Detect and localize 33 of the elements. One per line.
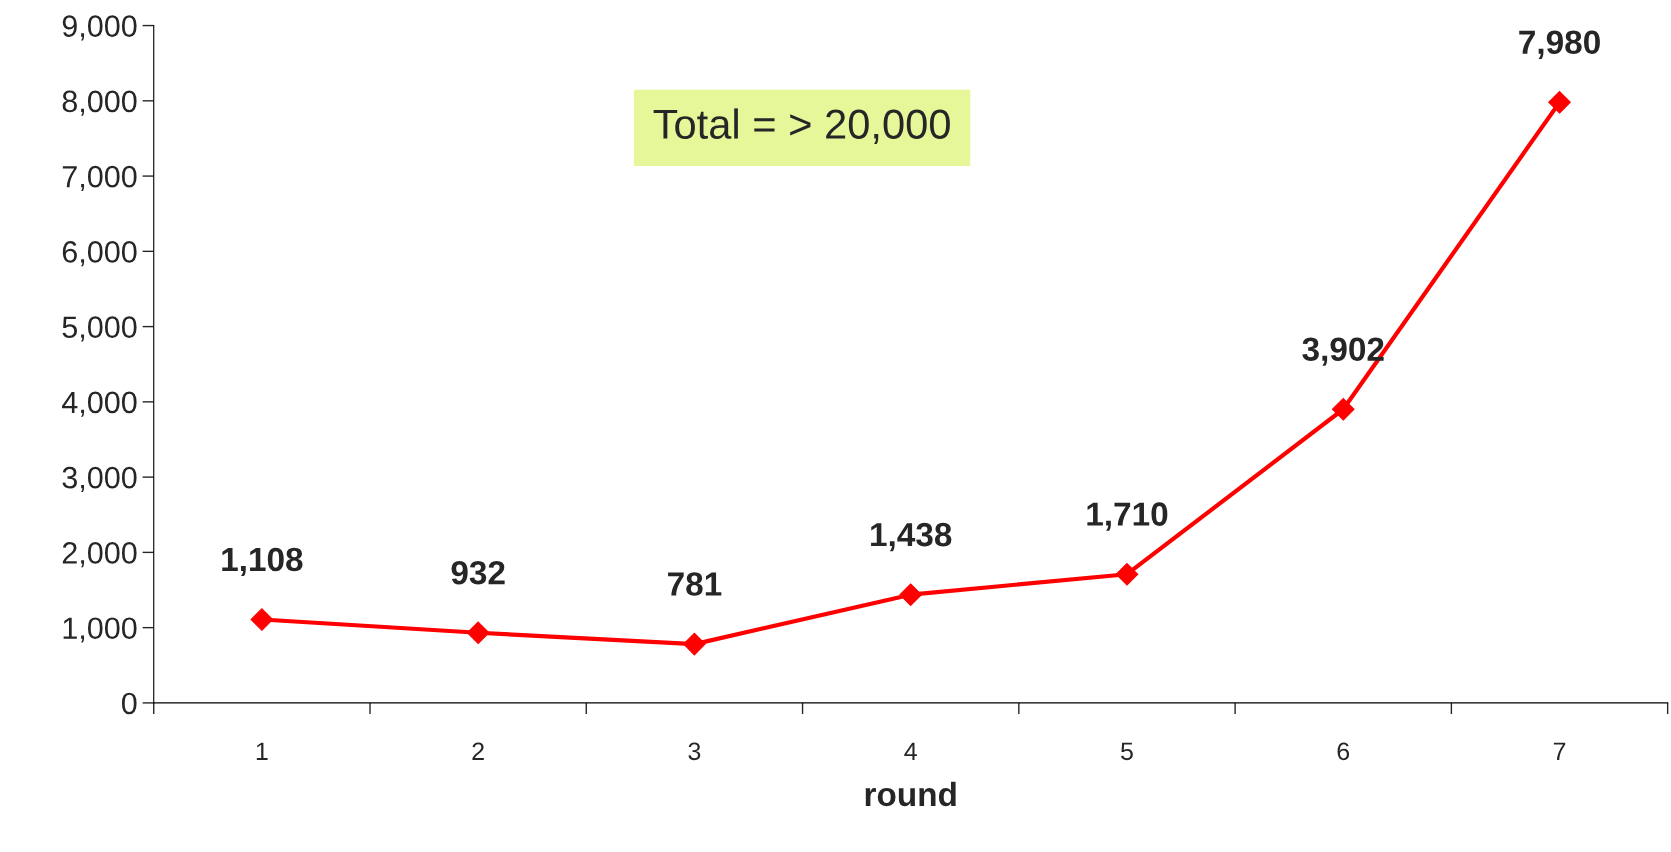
text: 932 [451, 560, 505, 585]
y-tick-label: 6,000 [62, 241, 137, 267]
point [1548, 91, 1571, 114]
point [1115, 562, 1139, 586]
text: 1,108 [222, 547, 303, 577]
y-tick-label: 5,000 [62, 316, 137, 342]
x-tick-label: 3 [688, 742, 701, 761]
point [683, 632, 706, 656]
point [1331, 397, 1355, 421]
text: 1,438 [871, 522, 952, 552]
y-tick-label: 9,000 [62, 15, 137, 41]
x-tick-label: 6 [1337, 742, 1350, 761]
y-tick-label: 1,000 [63, 617, 137, 643]
x-tick-label: 7 [1553, 742, 1566, 760]
x-tick-label: 2 [472, 742, 484, 760]
x-tick-label: 4 [904, 742, 917, 760]
y-tick-label: 8,000 [62, 90, 137, 116]
point [899, 583, 923, 606]
text: 7,980 [1519, 30, 1600, 59]
y-tick-label: 7,000 [62, 165, 137, 192]
x-axis-title: round [865, 781, 956, 807]
y-tick-label: 4,000 [62, 391, 137, 417]
text: 1,710 [1087, 502, 1168, 531]
y-tick-label: 3,000 [62, 466, 137, 493]
x-tick-label: 1 [256, 742, 268, 760]
annotation: Total = > 20,000 [653, 108, 950, 144]
point [466, 621, 490, 645]
y-tick-label: 2,000 [62, 542, 137, 568]
x-tick-label: 5 [1121, 742, 1133, 761]
text: 781 [668, 572, 722, 596]
y-tick-label: 0 [121, 692, 137, 715]
point [250, 608, 274, 631]
text: 3,902 [1302, 337, 1384, 366]
